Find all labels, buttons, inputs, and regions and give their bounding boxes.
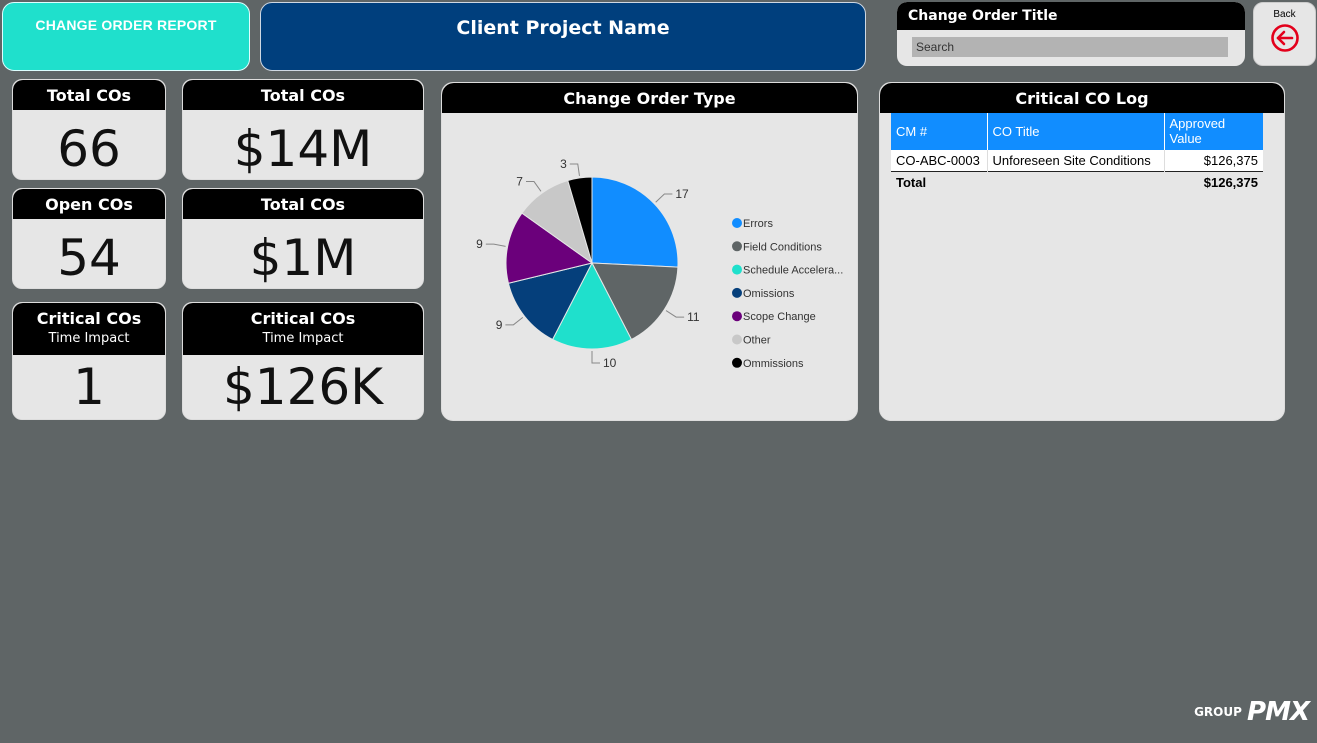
brand-group: GROUP xyxy=(1194,705,1242,719)
cell-approved-value: $126,375 xyxy=(1164,149,1263,172)
legend-item[interactable]: Other xyxy=(732,334,771,347)
kpi-title: Total COs xyxy=(13,80,165,110)
pie-data-label: 9 xyxy=(496,318,503,332)
pie-slice-errors[interactable] xyxy=(591,176,679,268)
kpi-total-cos-count: Total COs 66 xyxy=(12,79,166,180)
legend-item[interactable]: Omissions xyxy=(732,287,795,300)
pie-leader-line xyxy=(505,317,524,326)
kpi-subtitle: Time Impact xyxy=(48,331,130,346)
legend-marker xyxy=(732,241,742,252)
legend-label: Ommissions xyxy=(743,358,804,370)
pie-leader-line xyxy=(485,243,506,247)
legend-label: Field Conditions xyxy=(743,241,822,253)
pie-leader-line xyxy=(591,351,600,364)
legend-item[interactable]: Field Conditions xyxy=(732,241,822,253)
legend-label: Schedule Accelera... xyxy=(743,265,843,277)
pie-slice-omissions[interactable] xyxy=(507,262,593,341)
kpi-open-cos-value: Total COs $1M xyxy=(182,188,424,289)
cell-co-title: Unforeseen Site Conditions xyxy=(987,149,1165,172)
brand-logo: GROUP PMX xyxy=(1194,697,1310,727)
legend-marker xyxy=(732,334,742,345)
project-title: Client Project Name xyxy=(260,2,866,71)
legend-marker xyxy=(732,357,742,368)
panel-title: Critical CO Log xyxy=(880,83,1284,113)
panel-title: Change Order Type xyxy=(442,83,857,113)
kpi-title-text: Critical COs xyxy=(36,309,142,328)
brand-name: PMX xyxy=(1247,697,1310,727)
kpi-value: $14M xyxy=(233,120,373,178)
kpi-title: Total COs xyxy=(183,189,423,219)
pie-slice-schedule-accelera[interactable] xyxy=(551,261,633,350)
kpi-critical-cos-count: Critical COs Time Impact 1 xyxy=(12,302,166,420)
legend-marker xyxy=(732,264,742,275)
legend-marker xyxy=(732,287,742,298)
pie-slice-field-conditions[interactable] xyxy=(591,262,679,341)
kpi-title-text: Critical COs xyxy=(250,309,356,328)
change-order-type-panel: Change Order Type 17 11 10 9 9 7 3 Errors Field … xyxy=(441,82,858,421)
kpi-title: Open COs xyxy=(13,189,165,219)
pie-data-label: 9 xyxy=(476,237,483,251)
total-value: $126,375 xyxy=(1164,171,1263,194)
pie-data-label: 10 xyxy=(603,356,617,370)
pie-data-label: 17 xyxy=(675,187,689,201)
kpi-critical-cos-value: Critical COs Time Impact $126K xyxy=(182,302,424,420)
back-label: Back xyxy=(1273,9,1296,20)
critical-co-log-panel: Critical CO Log CM # CO Title Approved V… xyxy=(879,82,1285,421)
legend-item[interactable]: Schedule Accelera... xyxy=(732,264,843,277)
pie-leader-line xyxy=(665,310,685,318)
pie-data-label: 11 xyxy=(687,310,700,324)
search-input[interactable] xyxy=(912,37,1228,57)
legend-marker xyxy=(732,218,742,228)
kpi-subtitle: Time Impact xyxy=(262,331,344,346)
kpi-value: $1M xyxy=(249,229,357,287)
kpi-title: Total COs xyxy=(183,80,423,110)
pie-leader-line xyxy=(655,193,673,203)
kpi-value: $126K xyxy=(222,358,384,416)
cell-cm: CO-ABC-0003 xyxy=(891,149,988,172)
pie-data-label: 7 xyxy=(516,175,523,189)
kpi-title: Critical COs Time Impact xyxy=(13,303,165,355)
column-header-co-title[interactable]: CO Title xyxy=(987,113,1165,150)
pie-slice-ommissions[interactable] xyxy=(567,176,593,264)
back-button[interactable]: Back xyxy=(1253,2,1316,66)
pie-slice-scope-change[interactable] xyxy=(505,212,594,284)
slicer-title: Change Order Title xyxy=(897,2,1245,30)
legend-label: Scope Change xyxy=(743,311,816,323)
table-total-row: Total $126,375 xyxy=(891,171,1263,194)
legend-label: Other xyxy=(743,335,771,347)
kpi-title: Critical COs Time Impact xyxy=(183,303,423,355)
total-label: Total xyxy=(891,171,987,194)
legend-item[interactable]: Ommissions xyxy=(732,357,804,370)
kpi-open-cos-count: Open COs 54 xyxy=(12,188,166,289)
legend-item[interactable]: Errors xyxy=(732,218,773,230)
legend-label: Errors xyxy=(743,218,773,230)
column-header-cm[interactable]: CM # xyxy=(891,113,988,150)
column-header-approved-value[interactable]: Approved Value xyxy=(1164,113,1263,150)
critical-co-log-table: CM # CO Title Approved Value CO-ABC-0003… xyxy=(891,113,1263,194)
legend-item[interactable]: Scope Change xyxy=(732,311,816,323)
pie-data-label: 3 xyxy=(560,157,567,171)
legend-label: Omissions xyxy=(743,288,795,300)
kpi-value: 66 xyxy=(57,120,121,178)
kpi-value: 54 xyxy=(57,229,121,287)
pie-chart: 17 11 10 9 9 7 3 Errors Field Conditions Schedule… xyxy=(476,157,843,370)
arrow-left-circle-icon xyxy=(1270,24,1299,52)
change-order-title-slicer: Change Order Title xyxy=(897,2,1245,66)
kpi-value: 1 xyxy=(73,358,105,416)
table-row[interactable]: CO-ABC-0003 Unforeseen Site Conditions $… xyxy=(891,149,1263,172)
pie-leader-line xyxy=(525,181,542,192)
change-order-report-button[interactable]: CHANGE ORDER REPORT xyxy=(2,2,250,71)
kpi-total-cos-value: Total COs $14M xyxy=(182,79,424,180)
total-spacer xyxy=(987,171,1164,194)
pie-leader-line xyxy=(569,163,580,176)
legend-marker xyxy=(732,311,742,322)
